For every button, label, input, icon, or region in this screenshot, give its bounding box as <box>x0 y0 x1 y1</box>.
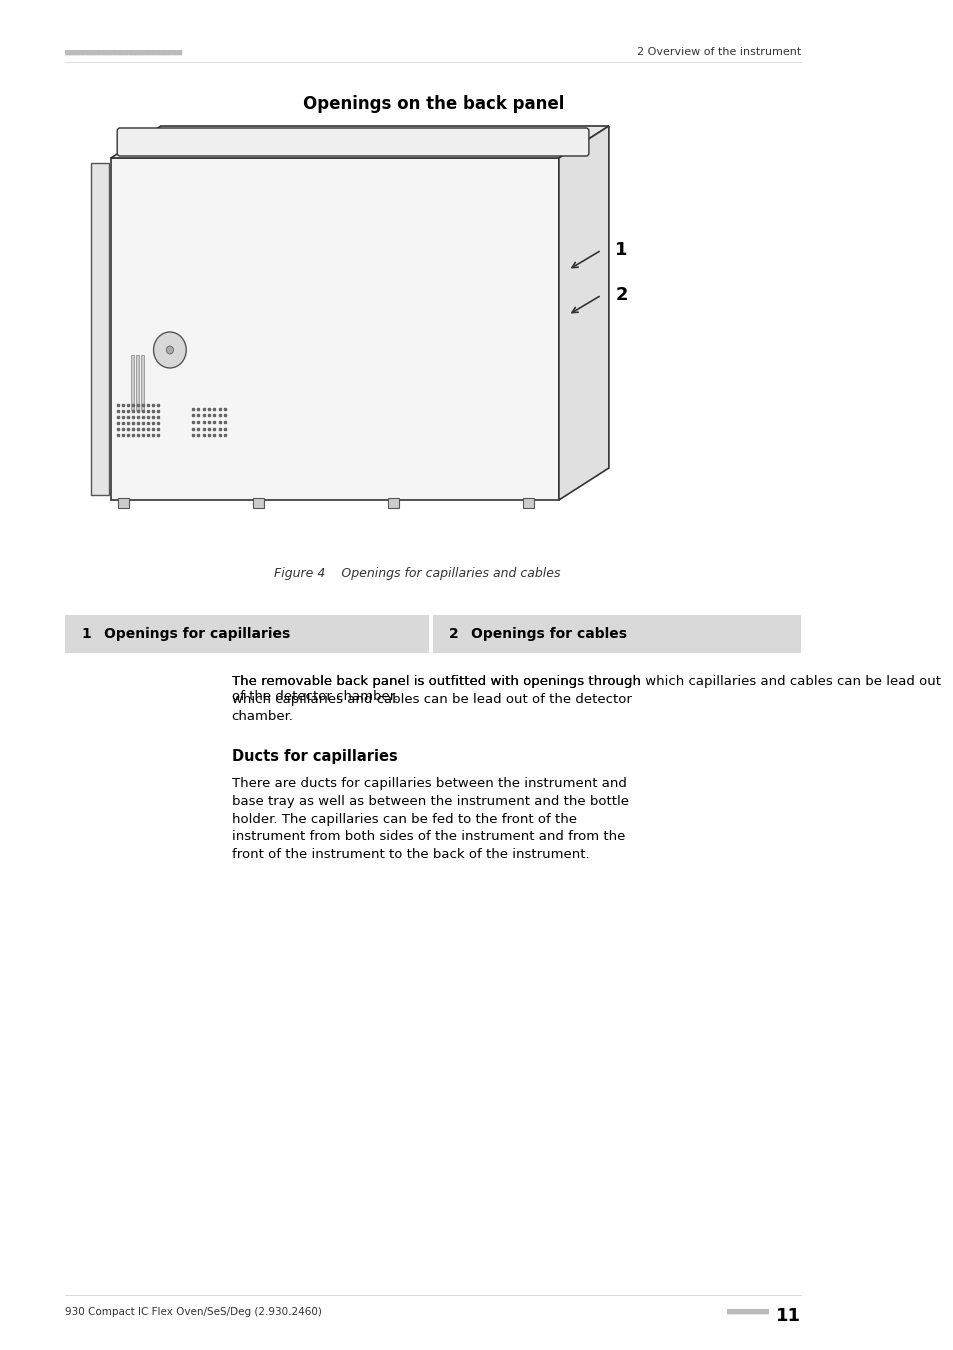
FancyBboxPatch shape <box>253 498 264 508</box>
Circle shape <box>166 346 173 354</box>
Text: instrument from both sides of the instrument and from the: instrument from both sides of the instru… <box>232 830 624 842</box>
Text: Ducts for capillaries: Ducts for capillaries <box>232 749 397 764</box>
FancyBboxPatch shape <box>131 355 133 410</box>
Text: which capillaries and cables can be lead out of the detector: which capillaries and cables can be lead… <box>232 693 631 706</box>
Text: 2 Overview of the instrument: 2 Overview of the instrument <box>637 47 801 57</box>
Polygon shape <box>558 126 608 500</box>
FancyBboxPatch shape <box>135 355 138 410</box>
Text: Openings for capillaries: Openings for capillaries <box>104 626 290 641</box>
FancyBboxPatch shape <box>387 498 398 508</box>
FancyBboxPatch shape <box>117 128 588 157</box>
Text: front of the instrument to the back of the instrument.: front of the instrument to the back of t… <box>232 848 589 860</box>
Text: chamber.: chamber. <box>232 710 294 724</box>
FancyBboxPatch shape <box>91 163 109 495</box>
Text: ■■■■■■■■: ■■■■■■■■ <box>726 1307 769 1316</box>
Text: base tray as well as between the instrument and the bottle: base tray as well as between the instrum… <box>232 795 628 809</box>
FancyBboxPatch shape <box>66 616 428 653</box>
Polygon shape <box>111 126 608 158</box>
Text: 930 Compact IC Flex Oven/SeS/Deg (2.930.2460): 930 Compact IC Flex Oven/SeS/Deg (2.930.… <box>66 1307 322 1318</box>
Text: The removable back panel is outfitted with openings through: The removable back panel is outfitted wi… <box>232 675 640 688</box>
Text: holder. The capillaries can be fed to the front of the: holder. The capillaries can be fed to th… <box>232 813 576 825</box>
FancyBboxPatch shape <box>118 498 129 508</box>
Text: ■■■■■■■■■■■■■■■■■■■■■■: ■■■■■■■■■■■■■■■■■■■■■■ <box>66 47 184 57</box>
FancyBboxPatch shape <box>522 498 533 508</box>
Text: 11: 11 <box>776 1307 801 1324</box>
FancyBboxPatch shape <box>111 158 558 500</box>
FancyBboxPatch shape <box>141 355 143 410</box>
Circle shape <box>153 332 186 369</box>
Text: Openings on the back panel: Openings on the back panel <box>302 95 563 113</box>
Text: Openings for cables: Openings for cables <box>470 626 626 641</box>
Text: 2: 2 <box>615 286 627 304</box>
Text: The removable back panel is outfitted with openings through which capillaries an: The removable back panel is outfitted wi… <box>232 675 940 703</box>
Text: 1: 1 <box>615 242 627 259</box>
FancyBboxPatch shape <box>433 616 801 653</box>
Text: There are ducts for capillaries between the instrument and: There are ducts for capillaries between … <box>232 778 626 791</box>
Text: 2: 2 <box>448 626 458 641</box>
Text: Figure 4    Openings for capillaries and cables: Figure 4 Openings for capillaries and ca… <box>274 567 560 580</box>
Text: 1: 1 <box>82 626 91 641</box>
